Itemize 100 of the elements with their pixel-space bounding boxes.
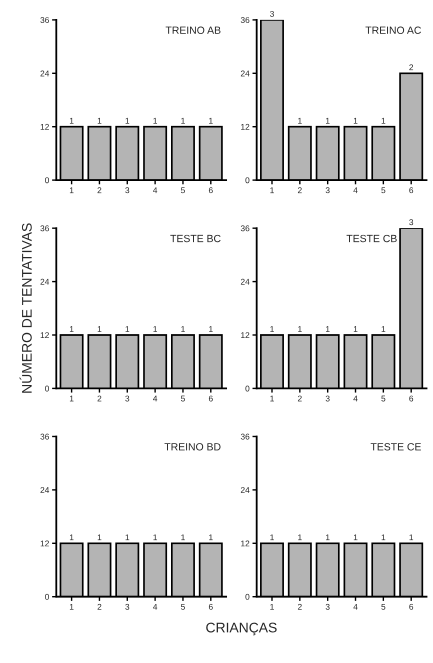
annotation: 1 — [70, 534, 74, 540]
annotation: 1 — [270, 534, 274, 540]
x-tick-label: 5 — [180, 187, 185, 194]
y-tick-label: 36 — [240, 225, 250, 232]
y-tick-label: 24 — [40, 70, 50, 76]
x-tick-label: 4 — [152, 604, 158, 610]
annotation: 1 — [382, 326, 386, 332]
x-tick-label: 4 — [353, 187, 358, 194]
x-tick-label: 1 — [270, 604, 274, 610]
x-axis-title: CRIANÇAS — [206, 622, 277, 636]
y-tick-label: 0 — [45, 177, 50, 184]
y-tick-label: 0 — [245, 594, 250, 600]
x-tick-label: 4 — [152, 187, 158, 194]
chart-title: TESTE CE — [370, 443, 421, 450]
chart-title: TESTE BC — [170, 234, 221, 242]
y-tick-label: 36 — [40, 434, 49, 440]
y-tick-label: 12 — [40, 332, 49, 338]
annotation: 1 — [354, 326, 358, 332]
annotation: 3 — [270, 10, 274, 17]
annotation: 1 — [98, 326, 102, 332]
x-tick-label: 6 — [409, 396, 414, 402]
y-axis-title: NÚMERO DE TENTATIVAS — [20, 223, 32, 393]
y-tick-label: 24 — [240, 70, 250, 76]
annotation: 1 — [354, 534, 358, 540]
x-tick-label: 5 — [381, 187, 386, 194]
y-tick-label: 24 — [40, 487, 50, 493]
x-tick-label: 4 — [353, 396, 358, 402]
x-tick-label: 6 — [208, 396, 213, 402]
y-tick-label: 12 — [241, 124, 250, 130]
y-tick-label: 36 — [40, 17, 49, 23]
y-tick-label: 0 — [245, 177, 250, 184]
chart-title: TREINO AB — [166, 26, 220, 34]
x-tick-label: 3 — [326, 396, 330, 402]
x-tick-label: 5 — [180, 604, 185, 610]
y-tick-label: 0 — [45, 386, 50, 392]
annotation: 1 — [126, 118, 130, 124]
annotation: 1 — [326, 326, 330, 332]
annotation: 1 — [153, 326, 158, 332]
x-tick-label: 2 — [98, 396, 102, 402]
x-tick-label: 4 — [152, 396, 158, 402]
annotation: 1 — [354, 118, 358, 124]
annotation: 1 — [98, 534, 102, 540]
x-tick-label: 1 — [70, 396, 74, 402]
annotation: 1 — [209, 326, 213, 332]
x-tick-label: 5 — [381, 396, 386, 402]
annotation: 2 — [409, 64, 414, 70]
annotation: 1 — [209, 118, 213, 124]
annotation: 1 — [126, 534, 130, 540]
x-tick-label: 6 — [409, 604, 414, 610]
x-tick-label: 5 — [381, 604, 386, 610]
annotation: 1 — [209, 534, 213, 540]
x-tick-label: 1 — [270, 187, 274, 194]
x-tick-label: 1 — [270, 396, 274, 402]
x-tick-label: 3 — [326, 604, 330, 610]
annotation: 1 — [382, 118, 386, 124]
annotation: 1 — [326, 534, 330, 540]
annotation: 1 — [326, 118, 330, 124]
y-tick-label: 24 — [240, 487, 250, 493]
x-tick-label: 3 — [326, 187, 330, 194]
x-tick-label: 3 — [125, 396, 130, 402]
annotation: 1 — [98, 118, 102, 124]
annotation: 1 — [298, 326, 302, 332]
annotation: 1 — [126, 326, 130, 332]
chart-title: TREINO AC — [366, 26, 422, 34]
y-tick-label: 36 — [40, 225, 49, 232]
x-tick-label: 2 — [98, 187, 102, 194]
annotation: 1 — [410, 534, 414, 540]
y-tick-label: 36 — [240, 434, 250, 440]
x-tick-label: 6 — [208, 187, 213, 194]
chart-title: TESTE CB — [346, 234, 397, 242]
annotation: 1 — [298, 118, 302, 124]
annotation: 1 — [270, 326, 274, 332]
y-tick-label: 0 — [45, 594, 50, 600]
annotation: 3 — [409, 219, 414, 226]
annotation: 1 — [153, 118, 158, 124]
annotation: 1 — [181, 118, 185, 124]
x-tick-label: 2 — [298, 396, 302, 402]
y-tick-label: 12 — [241, 332, 250, 338]
y-tick-label: 24 — [40, 278, 50, 285]
x-tick-label: 3 — [125, 604, 130, 610]
y-tick-label: 0 — [245, 386, 250, 392]
annotation: 1 — [70, 118, 74, 124]
x-tick-label: 1 — [70, 604, 74, 610]
y-tick-label: 12 — [40, 540, 49, 546]
annotation: 1 — [298, 534, 302, 540]
x-tick-label: 2 — [98, 604, 102, 610]
annotation: 1 — [181, 534, 185, 540]
y-tick-label: 12 — [241, 540, 250, 546]
annotation: 1 — [153, 534, 158, 540]
x-tick-label: 5 — [180, 396, 185, 402]
x-tick-label: 2 — [298, 187, 302, 194]
annotation: 1 — [382, 534, 386, 540]
x-tick-label: 4 — [353, 604, 358, 610]
x-tick-label: 6 — [409, 187, 414, 194]
chart-title: TREINO BD — [164, 443, 221, 450]
y-tick-label: 36 — [240, 17, 250, 23]
annotation: 1 — [70, 326, 74, 332]
x-tick-label: 6 — [208, 604, 213, 610]
x-tick-label: 2 — [298, 604, 302, 610]
annotation: 1 — [181, 326, 185, 332]
